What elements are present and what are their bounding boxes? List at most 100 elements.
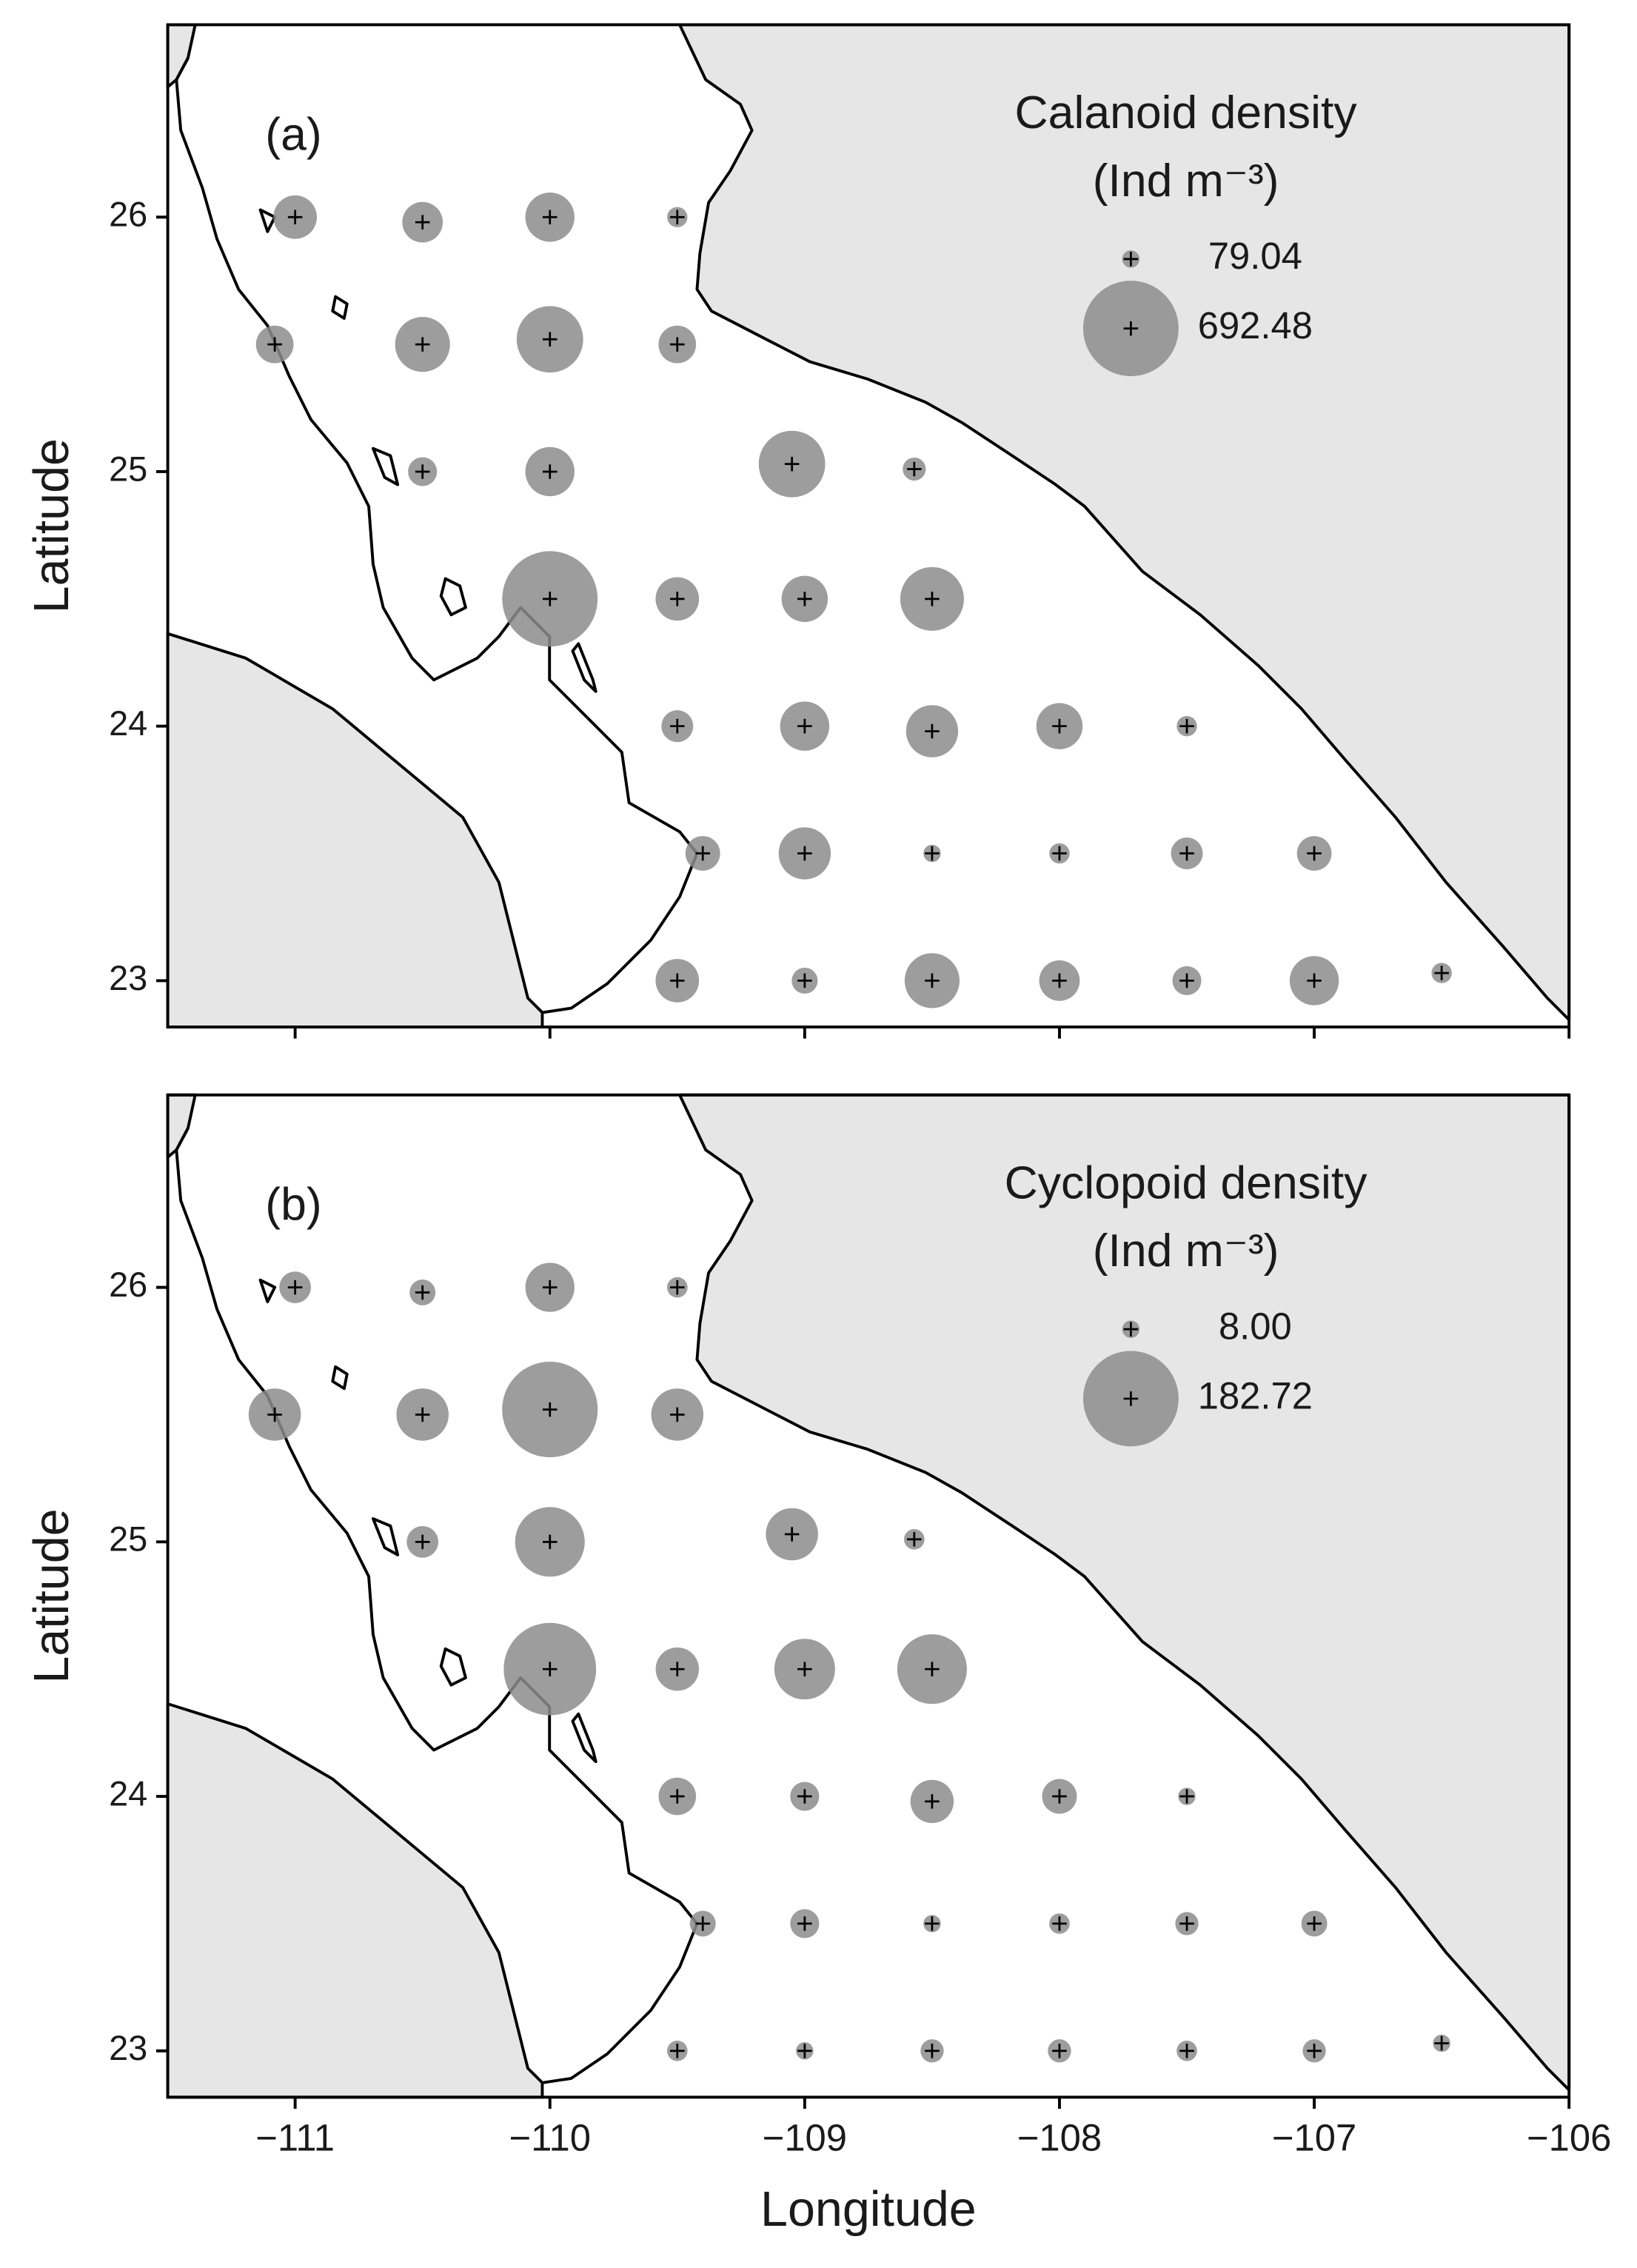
station-cross xyxy=(907,1532,922,1547)
panel-label: (a) xyxy=(265,108,321,160)
station-cross xyxy=(925,846,940,861)
station-cross xyxy=(1123,252,1139,267)
station-cross xyxy=(797,1662,812,1676)
legend-label: 692.48 xyxy=(1198,304,1313,347)
station-cross xyxy=(287,210,303,225)
station-cross xyxy=(1307,846,1322,861)
station-cross xyxy=(1179,846,1194,861)
station-cross xyxy=(925,1794,940,1809)
station-cross xyxy=(797,2043,812,2058)
x-tick-label: −111 xyxy=(255,2116,335,2158)
station-cross xyxy=(1179,2043,1194,2058)
station-cross xyxy=(925,2043,940,2058)
y-tick-label: 25 xyxy=(109,1520,147,1559)
station-cross xyxy=(1052,718,1067,734)
station-cross xyxy=(287,1279,303,1295)
station-cross xyxy=(267,1407,282,1422)
station-cross xyxy=(925,1662,940,1676)
station-cross xyxy=(925,592,940,606)
y-tick-label: 23 xyxy=(109,959,147,997)
station-cross xyxy=(670,973,685,989)
legend-unit: (Ind m⁻³) xyxy=(1093,1225,1279,1277)
x-tick-label: −106 xyxy=(1527,2116,1611,2158)
station-cross xyxy=(1179,973,1194,989)
station-cross xyxy=(670,2043,685,2058)
y-tick-label: 24 xyxy=(109,704,147,743)
y-axis-label: Latitude xyxy=(24,438,79,613)
station-cross xyxy=(797,846,812,861)
station-cross xyxy=(415,1534,430,1550)
x-axis-label: Longitude xyxy=(760,2182,977,2237)
x-tick-label: −107 xyxy=(1272,2116,1356,2158)
station-cross xyxy=(542,1402,558,1417)
station-cross xyxy=(415,464,430,479)
station-cross xyxy=(1307,1916,1322,1931)
y-axis-label: Latitude xyxy=(24,1508,79,1683)
station-cross xyxy=(542,464,558,479)
station-cross xyxy=(1434,966,1449,980)
station-cross xyxy=(1052,2043,1067,2058)
station-cross xyxy=(1434,2035,1449,2051)
panel: 23 24 25 26 Latitude (a) Calanoid density (Ind … xyxy=(24,23,1571,1039)
x-tick-label: −108 xyxy=(1017,2116,1102,2158)
station-cross xyxy=(925,973,940,989)
station-cross xyxy=(670,1789,685,1804)
legend-label: 8.00 xyxy=(1219,1305,1292,1348)
station-cross xyxy=(1052,1789,1067,1804)
y-tick-label: 25 xyxy=(109,449,147,488)
station-cross xyxy=(1123,1322,1139,1337)
station-cross xyxy=(695,846,710,861)
x-tick-label: −110 xyxy=(509,2116,591,2158)
legend-title: Cyclopoid density xyxy=(1005,1157,1368,1208)
station-cross xyxy=(1179,718,1194,734)
station-cross xyxy=(542,210,558,225)
station-cross xyxy=(797,718,812,734)
station-cross xyxy=(784,456,800,472)
panel: 23 24 25 26 −111 −110 −109 −108 −107 −106 Latitude… xyxy=(24,1093,1611,2237)
station-cross xyxy=(670,718,685,734)
legend-title: Calanoid density xyxy=(1015,87,1358,138)
station-cross xyxy=(542,1279,558,1295)
station-cross xyxy=(925,723,940,739)
plot-frame xyxy=(166,1093,1571,2099)
station-cross xyxy=(542,592,558,606)
station-cross xyxy=(1179,1916,1194,1931)
station-cross xyxy=(670,1662,685,1676)
basemap xyxy=(166,23,1571,1028)
station-cross xyxy=(1123,321,1139,336)
station-cross xyxy=(797,1916,812,1931)
station-cross xyxy=(797,1789,812,1804)
station-cross xyxy=(542,332,558,347)
y-tick-label: 26 xyxy=(109,195,147,234)
station-cross xyxy=(1179,1789,1194,1804)
station-cross xyxy=(1052,973,1067,989)
station-cross xyxy=(1123,1391,1139,1406)
station-cross xyxy=(797,973,812,989)
station-cross xyxy=(415,215,430,230)
station-cross xyxy=(925,1916,940,1931)
station-cross xyxy=(1052,846,1067,861)
x-tick-label: −109 xyxy=(763,2116,847,2158)
station-cross xyxy=(670,1407,685,1422)
legend-unit: (Ind m⁻³) xyxy=(1093,155,1279,207)
plot-frame xyxy=(166,23,1571,1028)
legend-label: 79.04 xyxy=(1208,235,1302,277)
legend-label: 182.72 xyxy=(1198,1374,1313,1416)
station-cross xyxy=(670,210,685,225)
station-cross xyxy=(670,337,685,352)
station-cross xyxy=(670,592,685,606)
station-cross xyxy=(695,1916,710,1931)
station-cross xyxy=(784,1527,800,1542)
y-tick-label: 24 xyxy=(109,1774,147,1813)
station-cross xyxy=(415,1285,430,1300)
station-cross xyxy=(1307,2043,1322,2058)
station-cross xyxy=(542,1534,558,1550)
station-cross xyxy=(415,337,430,352)
panel-label: (b) xyxy=(265,1179,321,1231)
y-tick-label: 23 xyxy=(109,2029,147,2067)
station-cross xyxy=(1052,1916,1067,1931)
station-cross xyxy=(1307,973,1322,989)
station-cross xyxy=(267,337,282,352)
station-cross xyxy=(907,461,922,477)
